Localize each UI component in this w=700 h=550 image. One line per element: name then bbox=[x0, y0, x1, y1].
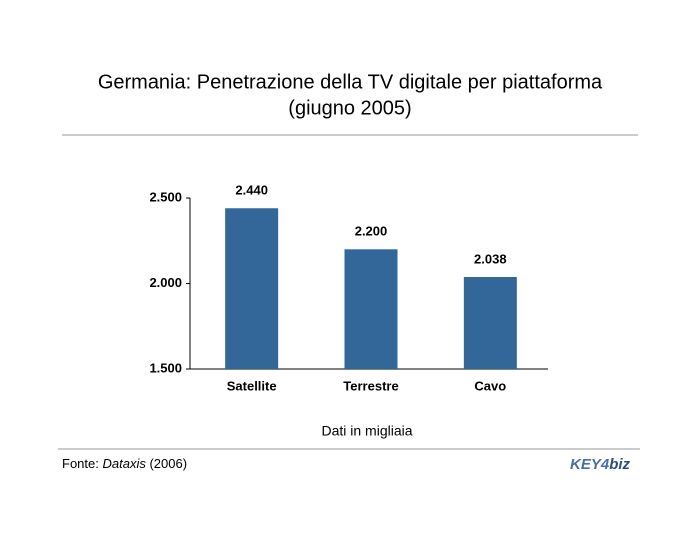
source-name: Dataxis bbox=[102, 456, 146, 471]
y-tick-label: 2.500 bbox=[149, 189, 182, 204]
value-label: 2.200 bbox=[355, 224, 388, 239]
logo: KEY4biz bbox=[570, 456, 631, 473]
x-tick-label: Terrestre bbox=[343, 378, 398, 393]
x-tick-label: Cavo bbox=[474, 378, 506, 393]
chart-title: Germania: Penetrazione della TV digitale… bbox=[98, 71, 603, 93]
source: Fonte: Dataxis (2006) bbox=[62, 456, 187, 471]
x-axis-label: Dati in migliaia bbox=[321, 423, 412, 439]
chart-subtitle: (giugno 2005) bbox=[288, 97, 411, 119]
bar bbox=[463, 277, 517, 369]
source-year: (2006) bbox=[149, 456, 187, 471]
y-tick-label: 1.500 bbox=[149, 360, 182, 375]
x-tick-label: Satellite bbox=[227, 378, 277, 393]
logo-biz: biz bbox=[609, 456, 630, 473]
value-label: 2.038 bbox=[474, 251, 507, 266]
value-label: 2.440 bbox=[235, 183, 268, 198]
bar bbox=[344, 249, 398, 369]
logo-key: KEY bbox=[570, 456, 603, 473]
source-prefix: Fonte: bbox=[62, 456, 99, 471]
logo-num: 4 bbox=[600, 456, 610, 473]
bar bbox=[225, 208, 279, 369]
y-tick-label: 2.000 bbox=[149, 275, 182, 290]
